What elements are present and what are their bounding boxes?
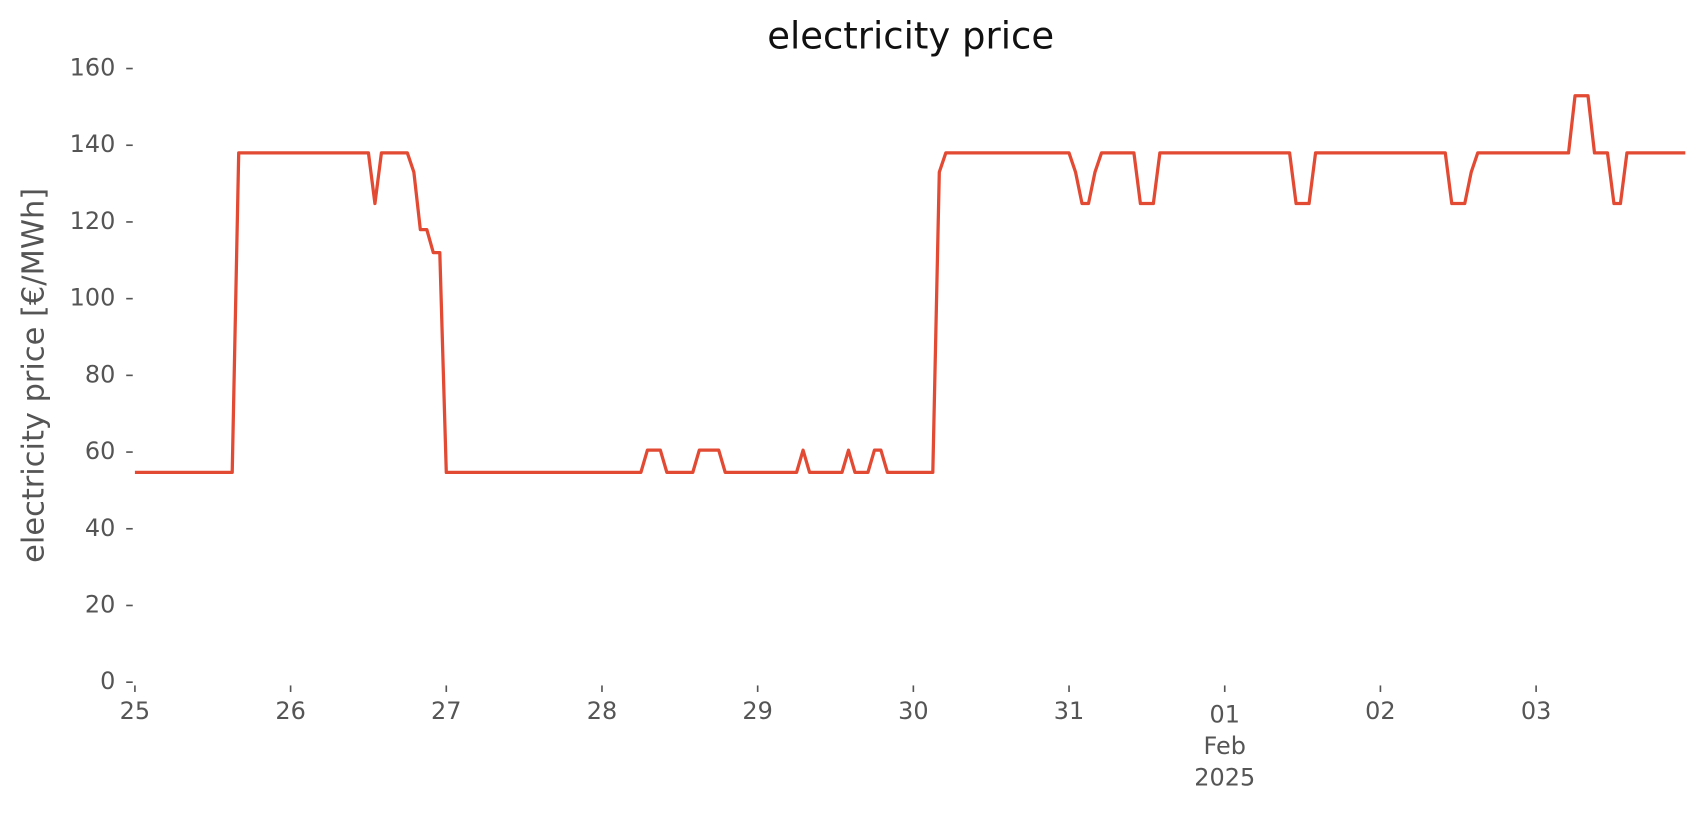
x-tick-label: 26 <box>275 698 306 726</box>
y-tick-label: 80 <box>85 360 115 388</box>
x-tick-label: 02 <box>1365 698 1396 726</box>
x-tick-label: 31 <box>1053 698 1085 726</box>
price-line <box>134 94 1686 475</box>
y-tick-label: 100 <box>70 284 116 312</box>
chart-title: electricity price <box>767 15 1054 58</box>
x-tick-label: 01 Feb 2025 <box>1194 701 1256 793</box>
y-tick-label: 160 <box>70 54 116 82</box>
y-axis-label: electricity price [€/MWh] <box>16 188 51 563</box>
x-tick-label: 27 <box>431 698 462 726</box>
y-tick-label: 140 <box>70 130 116 158</box>
x-tick-label: 25 <box>119 698 151 726</box>
y-tick-label: 40 <box>85 514 115 542</box>
y-tick-label: 60 <box>85 437 115 465</box>
y-tick-label: 120 <box>70 207 116 235</box>
y-tick-label: 20 <box>85 590 115 618</box>
x-tick-label: 03 <box>1520 698 1552 726</box>
x-tick-label: 30 <box>898 698 929 726</box>
y-tick-label: 0 <box>100 667 115 695</box>
x-tick-label: 28 <box>586 698 618 726</box>
x-tick-label: 29 <box>742 698 773 726</box>
